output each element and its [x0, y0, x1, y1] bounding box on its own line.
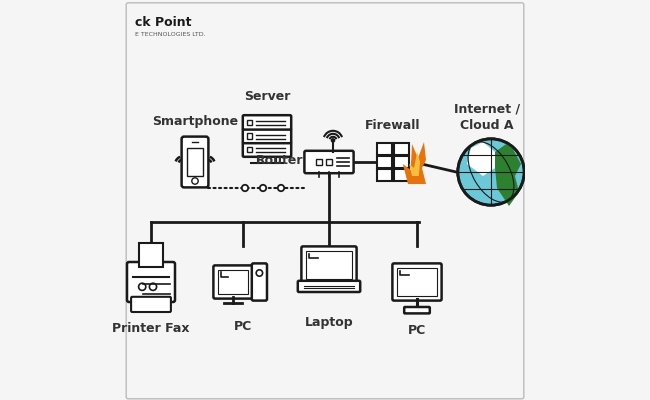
Bar	[316, 159, 322, 165]
Bar	[326, 159, 332, 165]
Bar	[247, 120, 252, 125]
Bar	[218, 270, 248, 294]
FancyBboxPatch shape	[243, 129, 291, 143]
FancyBboxPatch shape	[243, 142, 291, 157]
Bar	[306, 251, 352, 279]
Bar	[377, 156, 392, 168]
Bar	[187, 148, 203, 176]
Text: ck Point: ck Point	[135, 16, 192, 29]
FancyBboxPatch shape	[393, 263, 441, 301]
Circle shape	[242, 185, 248, 191]
Bar	[377, 170, 392, 181]
Polygon shape	[410, 152, 420, 176]
Polygon shape	[403, 142, 426, 184]
Bar	[397, 268, 437, 296]
FancyBboxPatch shape	[181, 137, 209, 187]
Circle shape	[150, 283, 157, 290]
Text: Smartphone: Smartphone	[152, 115, 238, 128]
Circle shape	[256, 270, 263, 276]
Circle shape	[260, 185, 266, 191]
Text: Firewall: Firewall	[365, 119, 421, 132]
Bar	[377, 143, 392, 154]
Text: PC: PC	[408, 324, 426, 337]
Circle shape	[458, 139, 524, 205]
Circle shape	[332, 139, 335, 142]
Text: Laptop: Laptop	[305, 316, 354, 329]
Bar	[247, 133, 252, 139]
Circle shape	[278, 185, 284, 191]
Bar	[394, 156, 410, 168]
Bar	[135, 300, 167, 310]
FancyBboxPatch shape	[252, 263, 267, 301]
FancyBboxPatch shape	[243, 115, 291, 130]
Polygon shape	[467, 142, 495, 176]
Bar	[394, 143, 410, 154]
Bar	[394, 170, 410, 181]
FancyBboxPatch shape	[298, 281, 360, 292]
FancyBboxPatch shape	[131, 297, 171, 312]
Circle shape	[192, 178, 198, 184]
Text: Server: Server	[244, 90, 290, 103]
FancyBboxPatch shape	[304, 151, 354, 173]
Bar	[139, 243, 163, 267]
FancyBboxPatch shape	[404, 307, 430, 314]
Polygon shape	[495, 142, 521, 206]
FancyBboxPatch shape	[302, 246, 357, 284]
Bar	[247, 147, 252, 152]
Circle shape	[138, 283, 146, 290]
Text: E TECHNOLOGIES LTD.: E TECHNOLOGIES LTD.	[135, 32, 205, 37]
Text: Printer Fax: Printer Fax	[112, 322, 190, 335]
FancyBboxPatch shape	[127, 262, 175, 302]
FancyBboxPatch shape	[213, 266, 253, 298]
Text: Router: Router	[255, 154, 303, 166]
Text: Internet /
Cloud A: Internet / Cloud A	[454, 103, 520, 132]
Text: PC: PC	[234, 320, 252, 333]
